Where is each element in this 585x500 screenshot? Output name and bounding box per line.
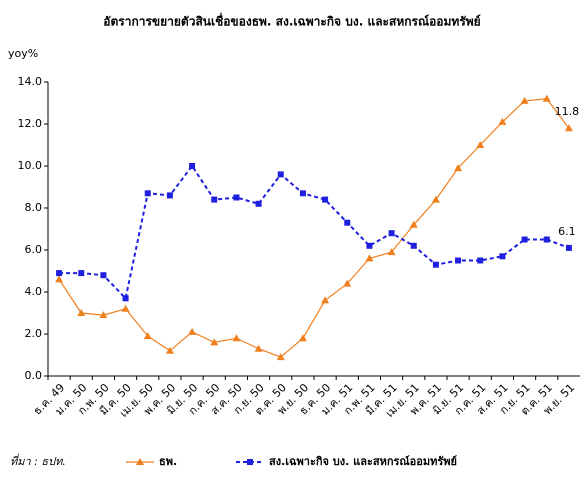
- point: [233, 194, 240, 201]
- legend-marker: [136, 458, 144, 465]
- point: [498, 117, 507, 125]
- point: [144, 190, 151, 197]
- data-label: 11.8: [555, 105, 580, 118]
- point: [477, 257, 484, 264]
- y-tick-label: 4.0: [25, 285, 43, 298]
- point: [476, 141, 485, 148]
- point: [455, 257, 462, 264]
- point: [255, 200, 262, 207]
- point: [277, 171, 284, 178]
- point: [254, 344, 263, 352]
- point: [431, 195, 440, 203]
- point: [387, 248, 396, 256]
- point: [499, 253, 506, 260]
- point: [121, 304, 130, 312]
- legend-label: สง.เฉพาะกิจ บง. และสหกรณ์ออมทรัพย์: [269, 455, 457, 468]
- point: [388, 230, 395, 237]
- point: [143, 332, 152, 340]
- point: [77, 309, 86, 316]
- point: [298, 334, 307, 342]
- point: [276, 353, 285, 361]
- point: [210, 338, 219, 346]
- point: [454, 164, 463, 172]
- point: [521, 236, 528, 243]
- data-label: 6.1: [558, 225, 576, 238]
- point: [520, 96, 529, 104]
- point: [542, 94, 551, 102]
- y-tick-label: 2.0: [25, 327, 43, 340]
- point: [410, 242, 417, 249]
- legend-marker: [247, 459, 253, 465]
- point: [78, 270, 85, 277]
- point: [99, 311, 108, 319]
- point: [543, 236, 550, 243]
- point: [166, 192, 173, 199]
- source: ที่มา : ธปท.: [10, 453, 66, 468]
- point: [122, 295, 129, 302]
- y-tick-label: 6.0: [25, 243, 43, 256]
- point: [322, 196, 329, 203]
- y-tick-label: 12.0: [18, 117, 43, 130]
- point: [409, 220, 418, 228]
- point: [344, 219, 351, 226]
- y-tick-label: 10.0: [18, 159, 43, 172]
- point: [366, 242, 373, 249]
- point: [299, 190, 306, 197]
- y-tick-label: 0.0: [25, 369, 43, 382]
- series-line: [59, 164, 570, 301]
- point: [189, 163, 196, 169]
- series-line: [58, 98, 570, 358]
- point: [55, 275, 64, 283]
- chart-title: อัตราการขยายตัวสินเชื่อของธพ. สง.เฉพาะกิ…: [103, 13, 480, 29]
- point: [165, 346, 174, 354]
- y-tick-label: 8.0: [25, 201, 43, 214]
- y-axis-label: yoy%: [8, 47, 38, 60]
- point: [343, 279, 352, 287]
- point: [232, 334, 241, 342]
- point: [100, 272, 107, 279]
- point: [188, 327, 197, 335]
- point: [56, 270, 63, 277]
- point: [565, 244, 572, 251]
- point: [365, 254, 374, 262]
- point: [432, 261, 439, 268]
- y-tick-label: 14.0: [18, 75, 43, 88]
- point: [564, 124, 573, 132]
- point: [211, 196, 218, 203]
- legend-label: ธพ.: [159, 455, 177, 468]
- point: [321, 296, 330, 304]
